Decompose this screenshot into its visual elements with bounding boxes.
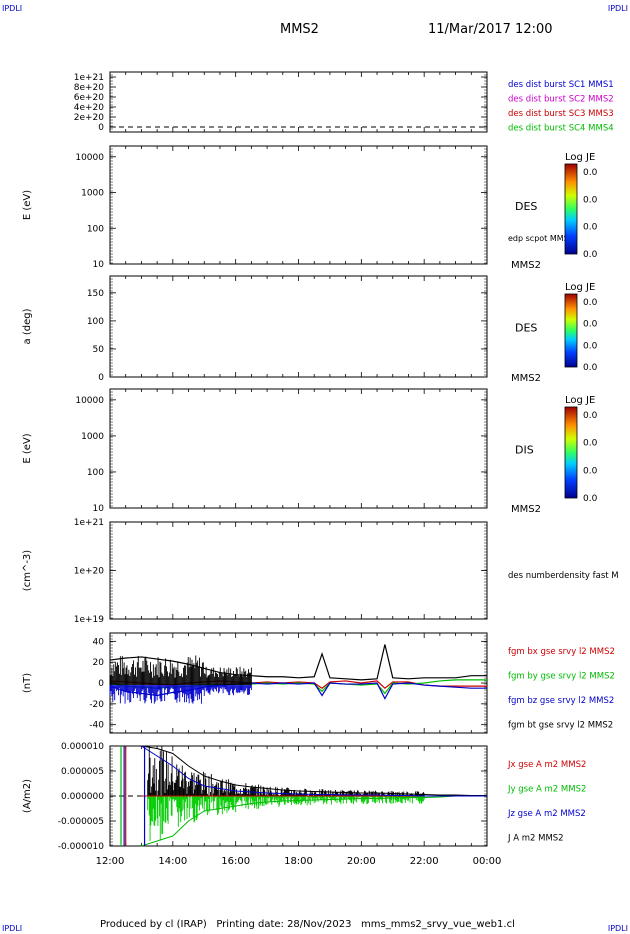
time-tick-label: 22:00 — [410, 856, 439, 867]
y-tick-label-fgm: -20 — [89, 700, 104, 710]
y-tick-label-des-energy: 10000 — [75, 153, 104, 163]
panel-frame-density — [109, 521, 488, 620]
colorbar-tick-label: 0.0 — [583, 466, 598, 476]
y-tick-label-current: 0.000000 — [61, 792, 104, 802]
y-tick-label-current: 0.000010 — [61, 742, 104, 752]
y-tick-label-current: -0.000010 — [58, 842, 104, 852]
scpot-label: edp scpot MMS2 — [508, 234, 574, 243]
y-axis-label-current: (A/m2) — [22, 779, 33, 813]
time-tick-label: 18:00 — [284, 856, 313, 867]
y-tick-label-current: 0.000005 — [61, 767, 104, 777]
colorbar-tick-label: 0.0 — [583, 411, 598, 421]
current-line — [141, 795, 487, 847]
y-axis-label-des-pitch: a (deg) — [22, 308, 33, 344]
y-tick-label-burst: 2e+20 — [74, 113, 105, 123]
y-tick-label-burst: 6e+20 — [74, 93, 105, 103]
instrument-label-dis-energy: DIS — [515, 444, 534, 457]
panel-frame-dis-energy — [109, 388, 488, 509]
y-tick-label-density: 1e+19 — [74, 615, 105, 625]
time-tick-label: 12:00 — [96, 856, 125, 867]
instrument-label-des-pitch: DES — [515, 322, 537, 335]
footer-text: Produced by cl (IRAP) Printing date: 28/… — [100, 919, 515, 930]
y-tick-label-des-pitch: 50 — [93, 345, 105, 355]
legend-entry: fgm bz gse srvy l2 MMS2 — [508, 696, 614, 706]
y-tick-label-des-pitch: 150 — [87, 289, 104, 299]
time-tick-label: 16:00 — [221, 856, 250, 867]
legend-entry: des dist burst SC1 MMS1 — [508, 80, 614, 90]
y-axis-label-des-energy: E (eV) — [22, 190, 33, 220]
colorbar-gradient — [564, 293, 578, 368]
y-tick-label-des-pitch: 0 — [98, 373, 104, 383]
legend-entry: des numberdensity fast M — [508, 571, 619, 581]
time-tick-label: 14:00 — [158, 856, 187, 867]
y-tick-label-fgm: 0 — [98, 679, 104, 689]
time-tick-label: 00:00 — [473, 856, 502, 867]
spacecraft-label-des-energy: MMS2 — [511, 260, 541, 271]
legend-entry: J A m2 MMS2 — [507, 834, 564, 844]
y-tick-label-dis-energy: 10000 — [75, 396, 104, 406]
colorbar-tick-label: 0.0 — [583, 250, 598, 260]
colorbar-tick-label: 0.0 — [583, 341, 598, 351]
colorbar-tick-label: 0.0 — [583, 363, 598, 373]
colorbar-tick-label: 0.0 — [583, 298, 598, 308]
panel-frame-des-pitch — [109, 275, 488, 378]
y-tick-label-des-energy: 100 — [87, 224, 104, 234]
y-tick-label-des-energy: 10 — [93, 260, 105, 270]
colorbar-title: Log JE — [565, 282, 595, 293]
legend-entry: fgm bx gse srvy l2 MMS2 — [508, 647, 615, 657]
legend-entry: fgm by gse srvy l2 MMS2 — [508, 672, 615, 682]
corner-tag-top-left: IPDLI — [2, 4, 23, 13]
panel-frame-des-energy — [109, 145, 488, 265]
legend-entry: des dist burst SC4 MMS4 — [508, 124, 614, 134]
y-axis-label-dis-energy: E (eV) — [22, 433, 33, 463]
legend-entry: Jz gse A m2 MMS2 — [507, 809, 586, 819]
y-tick-label-density: 1e+21 — [74, 518, 104, 528]
y-tick-label-density: 1e+20 — [74, 567, 105, 577]
colorbar-tick-label: 0.0 — [583, 195, 598, 205]
instrument-label-des-energy: DES — [515, 200, 537, 213]
y-tick-label-des-pitch: 100 — [87, 317, 104, 327]
colorbar-title: Log JE — [565, 395, 595, 406]
corner-tag-bottom-right: IPDLI — [607, 924, 628, 933]
corner-tag-bottom-left: IPDLI — [2, 924, 23, 933]
y-tick-label-burst: 4e+20 — [74, 103, 105, 113]
colorbar-tick-label: 0.0 — [583, 494, 598, 504]
colorbar-gradient — [564, 163, 578, 255]
y-tick-label-burst: 1e+21 — [74, 73, 104, 83]
legend-entry: fgm bt gse srvy l2 MMS2 — [508, 721, 613, 731]
y-tick-label-dis-energy: 1000 — [81, 432, 104, 442]
colorbar-gradient — [564, 406, 578, 499]
y-tick-label-current: -0.000005 — [58, 817, 104, 827]
legend-entry: Jx gse A m2 MMS2 — [507, 760, 586, 770]
y-tick-label-burst: 0 — [98, 123, 104, 133]
spacecraft-label-dis-energy: MMS2 — [511, 504, 541, 515]
spacecraft-label-des-pitch: MMS2 — [511, 373, 541, 384]
colorbar-tick-label: 0.0 — [583, 223, 598, 233]
corner-tag-top-right: IPDLI — [607, 4, 628, 13]
colorbar-tick-label: 0.0 — [583, 439, 598, 449]
date-title: 11/Mar/2017 12:00 — [428, 22, 553, 37]
colorbar-title: Log JE — [565, 152, 595, 163]
y-tick-label-fgm: 40 — [93, 637, 105, 647]
y-axis-label-fgm: (nT) — [22, 673, 33, 693]
y-tick-label-burst: 8e+20 — [74, 83, 105, 93]
legend-entry: des dist burst SC2 MMS2 — [508, 95, 614, 105]
legend-entry: des dist burst SC3 MMS3 — [508, 109, 614, 119]
colorbar-tick-label: 0.0 — [583, 168, 598, 178]
y-tick-label-dis-energy: 10 — [93, 504, 105, 514]
y-tick-label-fgm: 20 — [93, 658, 105, 668]
current-line — [141, 745, 487, 797]
panel-frame-burst — [109, 71, 488, 133]
y-tick-label-des-energy: 1000 — [81, 189, 104, 199]
time-tick-label: 20:00 — [347, 856, 376, 867]
y-axis-label-density: (cm^-3) — [22, 550, 33, 591]
y-tick-label-dis-energy: 100 — [87, 468, 104, 478]
legend-entry: Jy gse A m2 MMS2 — [507, 785, 586, 795]
colorbar-tick-label: 0.0 — [583, 320, 598, 330]
spacecraft-title: MMS2 — [280, 22, 319, 37]
current-line — [141, 745, 487, 796]
y-tick-label-fgm: -40 — [89, 721, 104, 731]
